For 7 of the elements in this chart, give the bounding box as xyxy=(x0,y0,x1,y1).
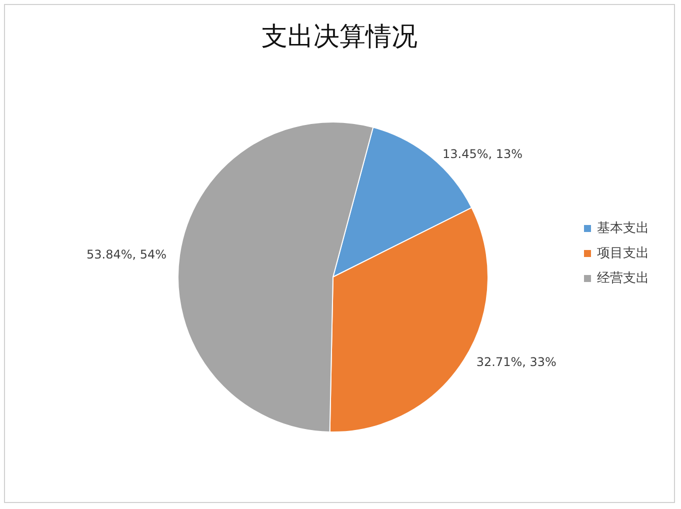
data-label: 13.45%, 13% xyxy=(442,146,523,161)
legend-label: 经营支出 xyxy=(597,271,649,286)
data-label: 32.71%, 33% xyxy=(476,354,556,369)
legend-label: 项目支出 xyxy=(597,246,649,261)
legend-label: 基本支出 xyxy=(597,221,649,236)
chart-title: 支出决算情况 xyxy=(262,22,418,52)
data-label: 53.84%, 54% xyxy=(86,248,167,262)
